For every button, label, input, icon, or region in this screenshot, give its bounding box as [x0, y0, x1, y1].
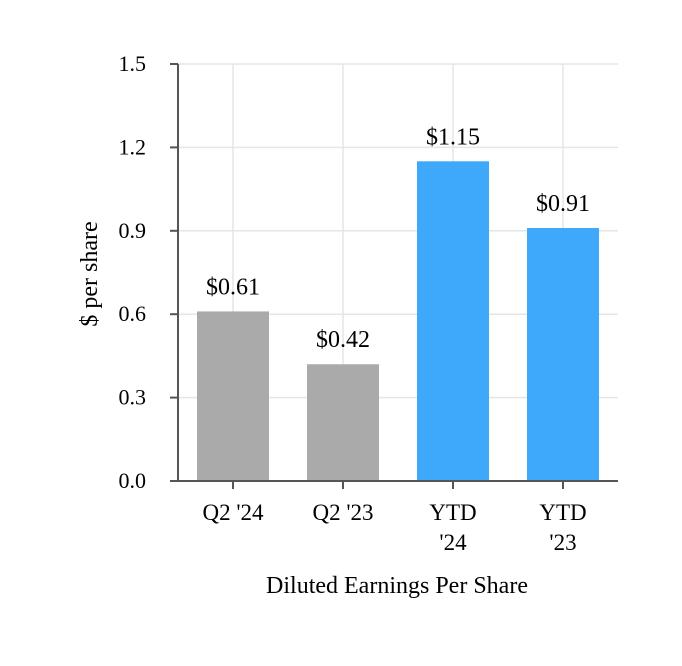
y-tick-label: 0.6 — [119, 301, 147, 326]
y-tick-label: 1.2 — [119, 134, 147, 159]
y-tick-label: 0.0 — [119, 468, 147, 493]
y-tick-label: 1.5 — [119, 51, 147, 76]
bar-value-label: $0.42 — [316, 327, 370, 353]
x-axis-title: Diluted Earnings Per Share — [266, 573, 528, 599]
y-tick-label: 0.3 — [119, 385, 147, 410]
bar-value-label: $1.15 — [426, 124, 480, 150]
labels: 0.0 0.3 0.6 0.9 1.2 1.5 $0.61 Q2 '24 $0.42 Q2 '23… — [119, 51, 591, 555]
bar — [527, 228, 599, 481]
bar — [417, 161, 489, 482]
x-tick-label: Q2 '24 — [202, 500, 264, 525]
bars — [197, 161, 599, 482]
y-axis-title: $ per share — [77, 221, 103, 326]
x-tick-label: YTD — [539, 500, 586, 525]
x-tick-label: '23 — [549, 530, 576, 555]
x-tick-label: Q2 '23 — [312, 500, 373, 525]
axes — [170, 63, 618, 489]
bar — [307, 364, 379, 481]
x-tick-label: YTD — [429, 500, 476, 525]
x-tick-label: '24 — [439, 530, 467, 555]
bar-value-label: $0.91 — [536, 191, 590, 217]
bar — [197, 311, 269, 481]
y-tick-label: 0.9 — [119, 218, 147, 243]
bar-value-label: $0.61 — [206, 274, 260, 300]
